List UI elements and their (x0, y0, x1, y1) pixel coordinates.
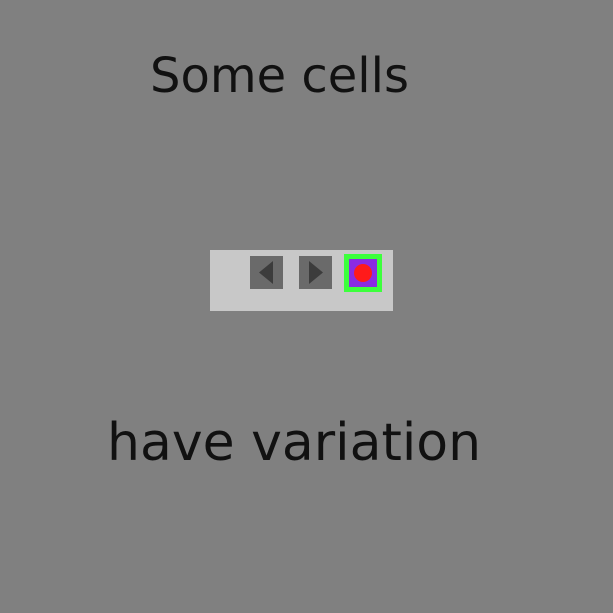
toolbar (210, 250, 393, 311)
triangle-right-icon (309, 261, 323, 284)
previous-button[interactable] (250, 256, 283, 289)
record-dot-icon (354, 264, 372, 282)
caption-bottom: have variation (107, 413, 482, 473)
record-square-icon (349, 259, 377, 287)
next-button[interactable] (299, 256, 332, 289)
record-button[interactable] (344, 254, 382, 292)
triangle-left-icon (259, 261, 273, 284)
caption-top: Some cells (150, 48, 409, 104)
